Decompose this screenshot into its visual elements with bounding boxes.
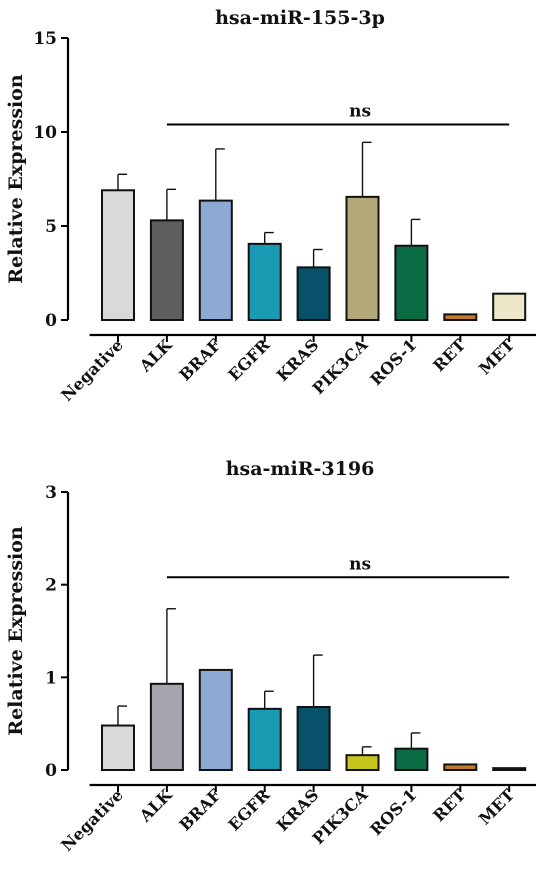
significance-label: ns: [349, 101, 371, 121]
chart-title: hsa-miR-155-3p: [215, 7, 385, 29]
bar-negative: [101, 189, 135, 321]
chart-panel-2: hsa-miR-3196 Relative Expression 0 1 2 3 Negat…: [5, 458, 536, 855]
y-tick-label: 2: [45, 576, 57, 596]
y-axis-label: Relative Expression: [5, 74, 27, 284]
bar-alk: [149, 682, 184, 772]
x-tick-label: ALK: [135, 335, 176, 376]
bar-alk: [149, 219, 184, 321]
bar-met: [492, 292, 527, 321]
bar-ret: [443, 763, 478, 772]
y-tick-label: 1: [45, 668, 57, 688]
x-tick-label: RET: [429, 785, 469, 825]
x-tick-label: BRAF: [175, 335, 225, 385]
y-tick-label: 0: [45, 761, 57, 781]
y-tick-label: 10: [33, 123, 57, 143]
x-tick-label: ALK: [135, 785, 176, 826]
bar-met: [492, 767, 527, 772]
bar-egfr: [247, 242, 282, 321]
x-tick-label: MET: [475, 785, 518, 828]
bar-kras: [296, 705, 331, 772]
y-tick-label: 15: [33, 29, 57, 49]
bar-braf: [198, 199, 233, 321]
bar-egfr: [247, 707, 282, 772]
x-tick-label: EGFR: [224, 335, 274, 385]
bar-kras: [296, 266, 331, 321]
x-tick-label: PIK3CA: [309, 785, 372, 848]
y-tick-label: 3: [45, 483, 57, 503]
significance-label: ns: [349, 554, 371, 574]
x-tick-label: PIK3CA: [309, 335, 372, 398]
x-tick-label: Negative: [57, 785, 127, 855]
x-tick-label: BRAF: [175, 785, 225, 835]
y-axis-label: Relative Expression: [5, 526, 27, 736]
bar-pik3ca: [345, 754, 380, 772]
chart-title: hsa-miR-3196: [226, 458, 375, 480]
x-tick-label: ROS-1: [366, 335, 420, 389]
bar-ros-1: [394, 747, 429, 771]
bar-ret: [443, 313, 478, 321]
bar-pik3ca: [345, 195, 380, 321]
x-tick-label: ROS-1: [366, 785, 420, 839]
y-tick-label: 0: [45, 311, 57, 331]
x-tick-label: EGFR: [224, 785, 274, 835]
y-tick-label: 5: [45, 217, 57, 237]
bar-braf: [198, 668, 233, 771]
chart-panel-1: hsa-miR-155-3p Relative Expression 0 5 10 15 N…: [5, 7, 536, 405]
bar-ros-1: [394, 244, 429, 322]
x-tick-label: MET: [475, 335, 518, 378]
x-tick-label: RET: [429, 335, 469, 375]
x-tick-label: Negative: [57, 335, 127, 405]
bar-negative: [101, 724, 135, 772]
